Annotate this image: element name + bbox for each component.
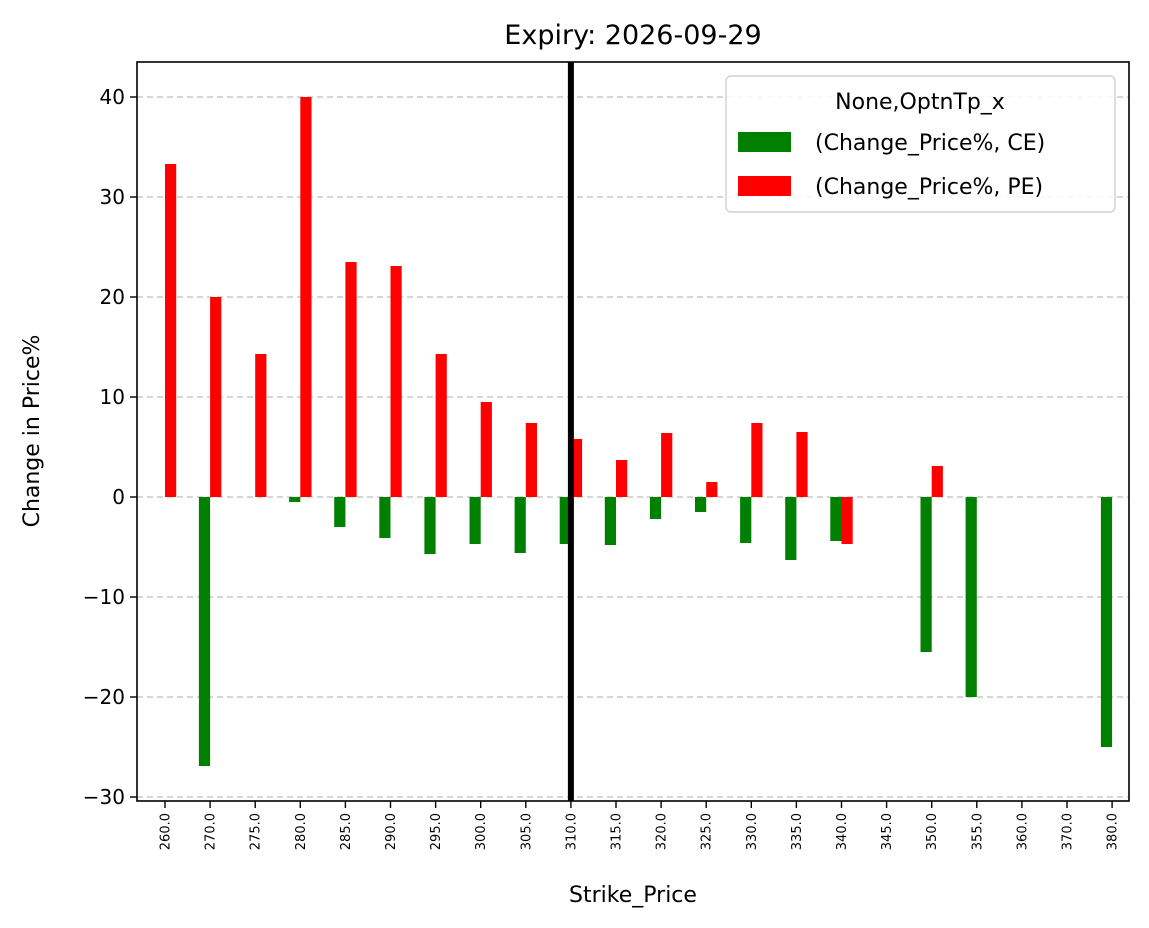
chart-title: Expiry: 2026-09-29 (504, 20, 761, 51)
y-tick-label: 20 (100, 285, 125, 309)
bar-pe (300, 97, 312, 497)
bar-pe (616, 460, 628, 497)
bar-pe (255, 354, 267, 497)
bar-ce (379, 497, 391, 538)
x-tick-label: 310.0 (564, 813, 579, 850)
x-tick-label: 355.0 (970, 813, 985, 850)
x-tick-label: 295.0 (429, 813, 444, 850)
bar-ce (424, 497, 436, 554)
bar-pe (390, 266, 402, 497)
legend-box (725, 75, 1116, 213)
bar-ce (965, 497, 977, 697)
bar-pe (751, 423, 763, 497)
y-tick-label: 40 (100, 85, 125, 109)
legend-swatch (738, 132, 791, 152)
y-axis: −30 −20 −10 0 10 20 30 40 (83, 85, 137, 809)
bar-pe (796, 432, 808, 497)
x-tick-label: 330.0 (745, 813, 760, 850)
legend-swatch (738, 176, 791, 196)
bar-ce (514, 497, 526, 553)
x-tick-label: 305.0 (519, 813, 534, 850)
x-tick-label: 320.0 (655, 813, 670, 850)
bar-ce (740, 497, 752, 543)
x-tick-label: 370.0 (1061, 813, 1076, 850)
x-tick-label: 270.0 (204, 813, 219, 850)
y-tick-label: 10 (100, 385, 125, 409)
x-tick-label: 325.0 (700, 813, 715, 850)
x-tick-label: 345.0 (880, 813, 895, 850)
x-tick-label: 285.0 (339, 813, 354, 850)
x-tick-label: 360.0 (1015, 813, 1030, 850)
bar-pe (210, 297, 222, 497)
x-tick-label: 275.0 (249, 813, 264, 850)
bar-ce (649, 497, 662, 519)
bar-pe (480, 402, 492, 497)
x-tick-label: 300.0 (474, 813, 489, 850)
bar-ce (289, 497, 301, 502)
bar-pe (525, 423, 537, 497)
y-tick-label: −20 (83, 685, 125, 709)
y-tick-label: −10 (83, 585, 125, 609)
bar-pe (165, 164, 177, 497)
bar-pe (345, 262, 357, 497)
bar-ce (604, 497, 616, 545)
bar-ce (830, 497, 842, 541)
y-axis-label: Change in Price% (20, 335, 45, 528)
x-axis: 260.0 270.0 275.0 280.0 285.0 290.0 295.0 300.0… (159, 801, 1121, 850)
bar-ce (559, 497, 571, 544)
bar-pe (706, 482, 718, 497)
plot-frame (136, 61, 1130, 802)
x-tick-label: 350.0 (925, 813, 940, 850)
bar-ce (469, 497, 481, 544)
x-tick-label: 335.0 (790, 813, 805, 850)
bar-ce (198, 497, 211, 766)
legend: None,OptnTp_x (Change_Price%, CE) (Change_… (725, 75, 1116, 213)
bar-ce (334, 497, 346, 527)
bar-pe (435, 354, 447, 497)
bars (165, 97, 1113, 766)
bar-ce (1100, 497, 1113, 747)
legend-label: (Change_Price%, CE) (815, 131, 1045, 156)
bar-pe (931, 466, 943, 497)
x-axis-label: Strike_Price (569, 883, 697, 908)
x-tick-label: 290.0 (384, 813, 399, 850)
y-tick-label: 0 (112, 485, 125, 509)
x-tick-label: 260.0 (159, 813, 174, 850)
bar-ce (695, 497, 707, 512)
bar-pe (661, 433, 673, 497)
x-tick-label: 380.0 (1106, 813, 1121, 850)
bar-ce (785, 497, 797, 560)
x-tick-label: 280.0 (294, 813, 309, 850)
x-tick-label: 315.0 (610, 813, 625, 850)
bar-pe (841, 497, 853, 544)
legend-title: None,OptnTp_x (835, 90, 1005, 115)
x-tick-label: 340.0 (835, 813, 850, 850)
legend-label: (Change_Price%, PE) (815, 175, 1043, 200)
y-tick-label: −30 (83, 785, 125, 809)
bar-ce (920, 497, 932, 652)
y-tick-label: 30 (100, 185, 125, 209)
bar-pe (570, 439, 583, 497)
